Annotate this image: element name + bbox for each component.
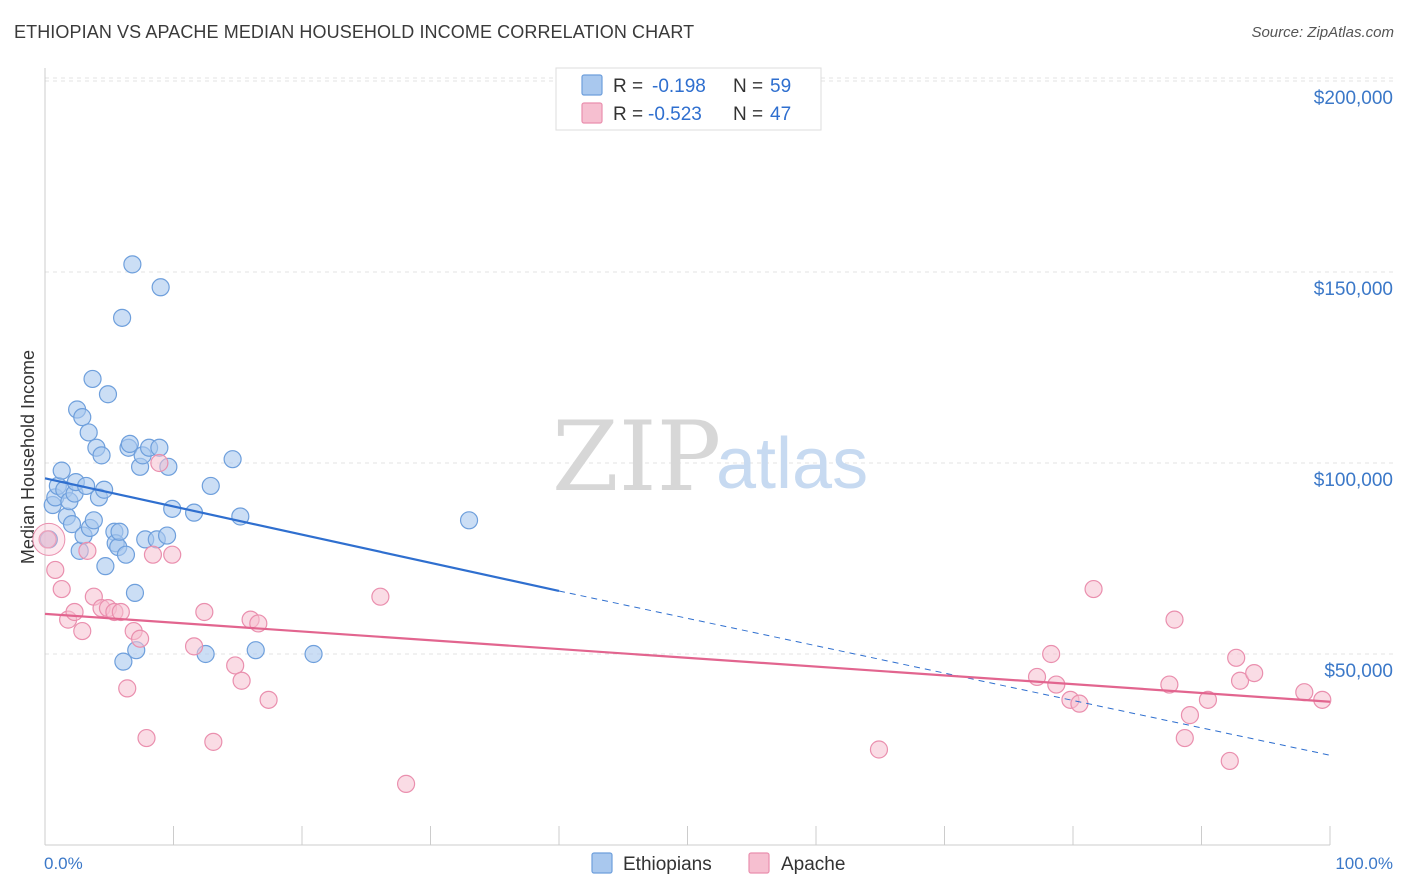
apache-point bbox=[130, 629, 150, 648]
ethiopian-point bbox=[125, 583, 145, 602]
bottom-legend-swatch-ethiopians bbox=[591, 852, 613, 874]
apache-point bbox=[78, 541, 97, 560]
apache-point bbox=[204, 732, 223, 751]
ethiopian-point bbox=[116, 545, 136, 564]
ethiopian-point bbox=[83, 369, 102, 389]
ethiopian-point bbox=[151, 278, 170, 297]
ethiopian-point bbox=[98, 385, 118, 404]
apache-point bbox=[1175, 728, 1194, 748]
y-tick-label: $50,000 bbox=[1324, 661, 1393, 682]
apache-point bbox=[184, 637, 204, 656]
chart-title: ETHIOPIAN VS APACHE MEDIAN HOUSEHOLD INC… bbox=[14, 22, 695, 42]
ethiopian-point bbox=[246, 641, 265, 660]
legend-swatch-ethiopians bbox=[581, 74, 603, 96]
ethiopian-point bbox=[123, 255, 142, 274]
watermark: ZIP atlas bbox=[552, 401, 868, 513]
y-axis-label: Median Household Income bbox=[18, 350, 38, 564]
grid-lines bbox=[45, 77, 1395, 655]
apache-point bbox=[371, 587, 390, 606]
ethiopian-point bbox=[84, 511, 103, 530]
y-tick-labels: $50,000 $100,000 $150,000 $200,000 bbox=[1314, 88, 1393, 682]
apache-point bbox=[32, 522, 66, 556]
ethiopian-point bbox=[112, 308, 132, 327]
ethiopian-point bbox=[79, 423, 98, 442]
apache-point bbox=[1042, 644, 1061, 664]
bottom-legend-apache: Apache bbox=[781, 854, 845, 875]
apache-point bbox=[259, 690, 278, 709]
source-label: Source: ZipAtlas.com bbox=[1251, 24, 1394, 41]
legend-n-label: N = bbox=[733, 104, 763, 125]
apache-point bbox=[118, 679, 137, 698]
trend-lines bbox=[44, 477, 1331, 756]
apache-point bbox=[1245, 663, 1264, 683]
ethiopian-point bbox=[73, 408, 92, 427]
top-legend: R = -0.198 N = 59 R = -0.523 N = 47 bbox=[555, 67, 822, 131]
y-tick-label: $100,000 bbox=[1314, 470, 1393, 491]
apache-point bbox=[1295, 683, 1314, 702]
legend-r-value: -0.198 bbox=[652, 76, 706, 97]
apache-point bbox=[226, 656, 245, 675]
ethiopian-point bbox=[120, 434, 139, 453]
apache-point bbox=[137, 728, 156, 748]
apache-point bbox=[1180, 706, 1200, 725]
legend-swatch-apache bbox=[581, 102, 603, 124]
ethiopian-trend-line bbox=[44, 477, 560, 593]
y-tick-label: $200,000 bbox=[1314, 88, 1393, 109]
apache-point bbox=[46, 560, 65, 580]
ethiopian-point bbox=[52, 461, 71, 480]
bottom-legend-swatch-apache bbox=[748, 852, 770, 874]
apache-point bbox=[111, 602, 130, 622]
apache-point bbox=[1220, 751, 1239, 771]
ethiopian-point bbox=[114, 652, 133, 671]
apache-point bbox=[163, 545, 182, 564]
apache-point bbox=[1047, 675, 1066, 694]
apache-point bbox=[232, 671, 251, 690]
ethiopian-point bbox=[110, 522, 129, 541]
y-tick-label: $150,000 bbox=[1314, 279, 1393, 300]
apache-point bbox=[65, 602, 84, 622]
ethiopian-point bbox=[157, 526, 177, 545]
x-tick-label: 0.0% bbox=[44, 854, 83, 873]
ethiopian-point bbox=[163, 499, 182, 518]
apache-point bbox=[1230, 671, 1250, 690]
watermark-zip: ZIP bbox=[552, 401, 721, 513]
apache-trend-line bbox=[44, 612, 1331, 703]
apache-point bbox=[195, 602, 214, 622]
legend-n-value: 59 bbox=[770, 76, 791, 97]
apache-point bbox=[150, 453, 169, 473]
apache-point bbox=[143, 545, 163, 564]
legend-n-label: N = bbox=[733, 76, 763, 97]
ethiopian-point bbox=[459, 511, 479, 530]
ethiopian-point bbox=[150, 438, 169, 457]
apache-point bbox=[1070, 694, 1089, 713]
x-tick-label: 100.0% bbox=[1335, 854, 1393, 873]
apache-point bbox=[73, 621, 92, 641]
x-tick-labels: 0.0% 100.0% bbox=[44, 854, 1393, 873]
apache-point bbox=[1165, 610, 1184, 629]
watermark-atlas: atlas bbox=[716, 424, 868, 504]
ethiopian-point bbox=[96, 557, 115, 576]
legend-r-value: -0.523 bbox=[648, 104, 702, 125]
ethiopian-point bbox=[304, 644, 323, 664]
ethiopian-trend-extension bbox=[558, 590, 1331, 756]
legend-r-label: R = bbox=[613, 76, 643, 97]
ethiopian-point bbox=[201, 476, 220, 496]
ethiopian-point bbox=[62, 515, 82, 534]
apache-point bbox=[1198, 690, 1218, 709]
apache-point bbox=[1084, 579, 1103, 599]
ethiopian-point bbox=[92, 446, 111, 465]
legend-r-label: R = bbox=[613, 104, 643, 125]
apache-point bbox=[1160, 675, 1179, 694]
ethiopian-point bbox=[223, 450, 242, 469]
apache-point bbox=[1227, 648, 1246, 667]
apache-point bbox=[38, 530, 57, 549]
apache-point bbox=[396, 774, 416, 793]
bottom-legend-ethiopians: Ethiopians bbox=[623, 854, 712, 875]
apache-point bbox=[52, 579, 71, 599]
bottom-legend: Ethiopians Apache bbox=[591, 852, 845, 875]
apache-point bbox=[869, 740, 889, 759]
axes bbox=[44, 68, 1331, 846]
legend-n-value: 47 bbox=[770, 104, 791, 125]
